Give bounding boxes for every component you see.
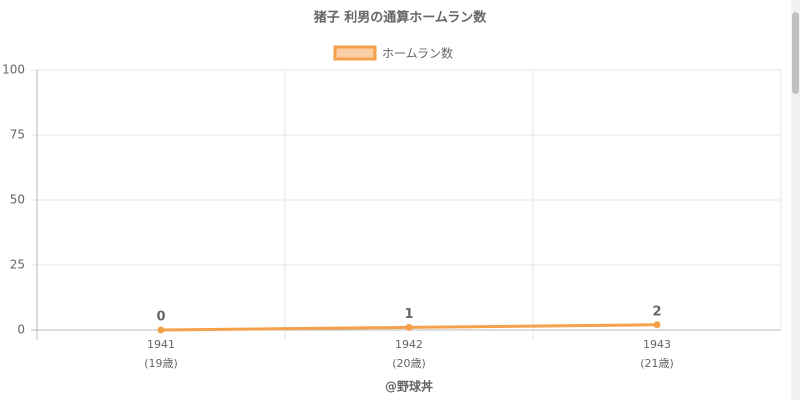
y-tick-label: 50 [10,193,25,207]
point [157,326,165,334]
data-label: 0 [156,310,165,325]
data-label: 1 [404,307,413,322]
x-tick-sublabel: (20歳) [392,357,426,370]
x-tick-sublabel: (21歳) [640,357,674,370]
scrollbar-thumb[interactable] [792,12,799,94]
data-label: 2 [652,304,661,319]
x-tick-label: 1943 [643,338,671,351]
x-tick-label: 1942 [395,338,423,351]
chart-title: 猪子 利男の通算ホームラン数 [313,10,487,26]
y-tick-label: 25 [10,258,25,272]
y-tick-label: 75 [10,128,25,142]
x-tick-label: 1941 [147,338,175,351]
legend-swatch [333,45,377,61]
legend-label: ホームラン数 [382,46,453,61]
y-tick-label: 100 [2,63,25,77]
x-tick-sublabel: (19歳) [144,357,178,370]
y-tick-label: 0 [17,323,25,337]
scrollbar-track [791,0,800,400]
point [653,321,661,329]
x-axis-label: @野球丼 [385,379,433,394]
point [405,323,413,331]
